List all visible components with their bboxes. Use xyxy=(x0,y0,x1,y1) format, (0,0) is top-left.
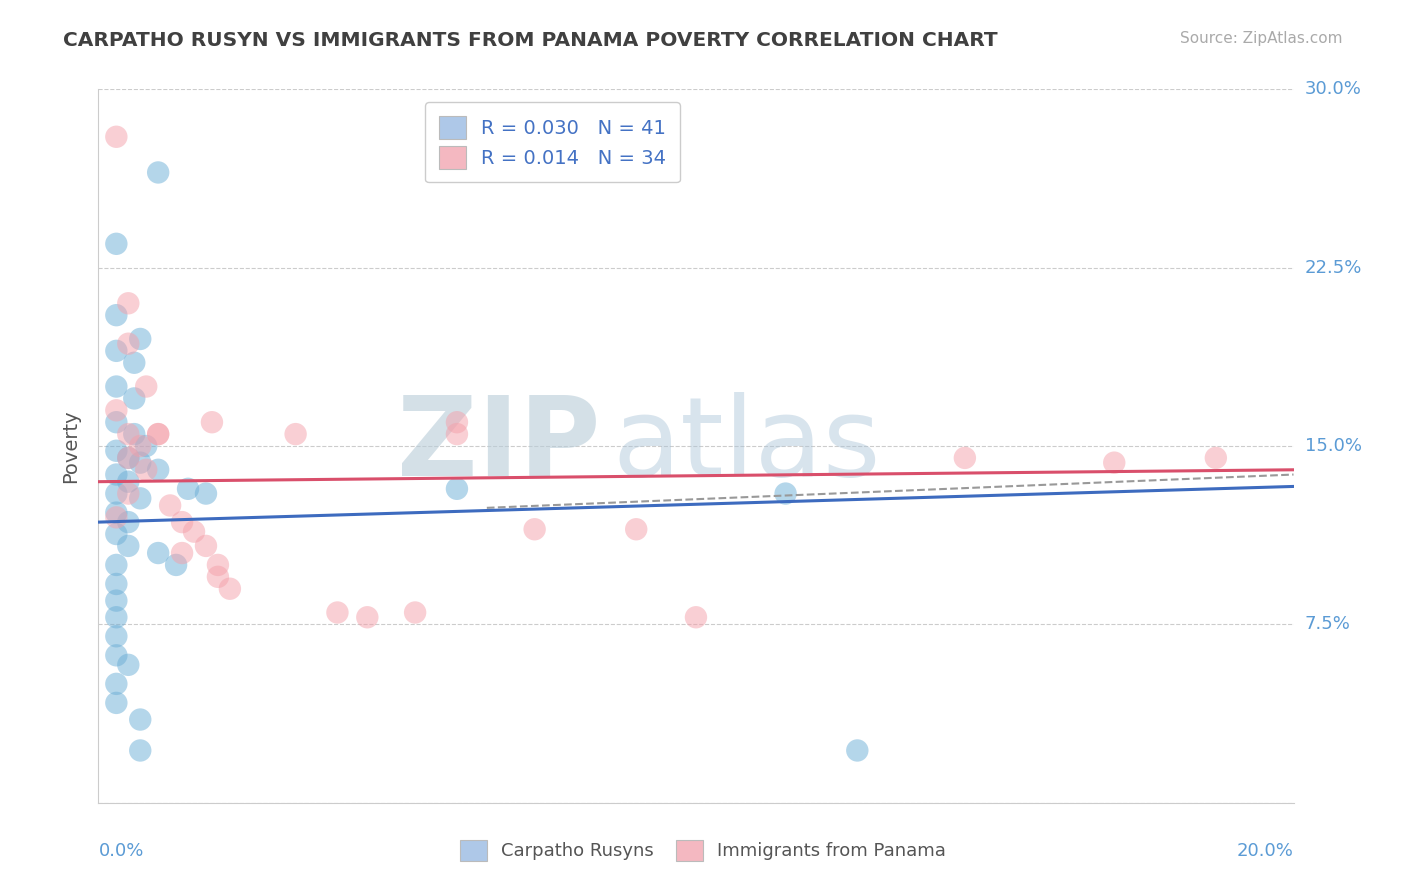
Point xyxy=(129,439,152,453)
Point xyxy=(846,743,869,757)
Point xyxy=(326,606,349,620)
Point xyxy=(117,427,139,442)
Point xyxy=(105,696,128,710)
Point xyxy=(177,482,200,496)
Point xyxy=(685,610,707,624)
Point xyxy=(105,577,128,591)
Point xyxy=(129,456,152,470)
Point xyxy=(953,450,976,465)
Text: 22.5%: 22.5% xyxy=(1305,259,1362,277)
Point xyxy=(105,415,128,429)
Point xyxy=(201,415,224,429)
Point xyxy=(626,522,648,536)
Point xyxy=(172,515,194,529)
Point xyxy=(117,486,139,500)
Point xyxy=(148,463,170,477)
Point xyxy=(105,129,128,144)
Point xyxy=(124,392,146,406)
Point xyxy=(195,486,218,500)
Point xyxy=(135,379,157,393)
Point xyxy=(148,165,170,179)
Point xyxy=(148,427,170,442)
Point xyxy=(446,482,468,496)
Point xyxy=(135,439,157,453)
Point xyxy=(117,539,139,553)
Point xyxy=(105,558,128,572)
Text: 15.0%: 15.0% xyxy=(1305,437,1361,455)
Point xyxy=(148,427,170,442)
Point xyxy=(105,403,128,417)
Point xyxy=(1104,456,1126,470)
Text: 7.5%: 7.5% xyxy=(1305,615,1351,633)
Point xyxy=(183,524,205,539)
Point xyxy=(523,522,546,536)
Text: CARPATHO RUSYN VS IMMIGRANTS FROM PANAMA POVERTY CORRELATION CHART: CARPATHO RUSYN VS IMMIGRANTS FROM PANAMA… xyxy=(63,31,998,50)
Text: 30.0%: 30.0% xyxy=(1305,80,1361,98)
Point xyxy=(117,296,139,310)
Point xyxy=(207,570,229,584)
Text: atlas: atlas xyxy=(613,392,880,500)
Point xyxy=(284,427,307,442)
Point xyxy=(105,506,128,520)
Point xyxy=(446,427,468,442)
Point xyxy=(105,610,128,624)
Point xyxy=(124,427,146,442)
Point xyxy=(207,558,229,572)
Point xyxy=(117,450,139,465)
Point xyxy=(129,713,152,727)
Point xyxy=(129,332,152,346)
Text: 20.0%: 20.0% xyxy=(1237,842,1294,860)
Legend: Carpatho Rusyns, Immigrants from Panama: Carpatho Rusyns, Immigrants from Panama xyxy=(451,830,955,870)
Point xyxy=(105,308,128,322)
Point xyxy=(172,546,194,560)
Point xyxy=(105,593,128,607)
Point xyxy=(356,610,378,624)
Point xyxy=(446,415,468,429)
Point xyxy=(105,467,128,482)
Point xyxy=(124,356,146,370)
Point xyxy=(195,539,218,553)
Point xyxy=(117,657,139,672)
Point xyxy=(105,443,128,458)
Y-axis label: Poverty: Poverty xyxy=(60,409,80,483)
Point xyxy=(117,450,139,465)
Point xyxy=(117,515,139,529)
Legend: R = 0.030   N = 41, R = 0.014   N = 34: R = 0.030 N = 41, R = 0.014 N = 34 xyxy=(425,103,681,182)
Point xyxy=(129,743,152,757)
Text: 0.0%: 0.0% xyxy=(98,842,143,860)
Point xyxy=(105,648,128,663)
Point xyxy=(1205,450,1227,465)
Point xyxy=(775,486,797,500)
Point xyxy=(159,499,181,513)
Point xyxy=(105,486,128,500)
Point xyxy=(105,510,128,524)
Point xyxy=(105,527,128,541)
Text: ZIP: ZIP xyxy=(396,392,600,500)
Point xyxy=(105,629,128,643)
Point xyxy=(117,475,139,489)
Point xyxy=(135,463,157,477)
Point xyxy=(129,491,152,506)
Point xyxy=(117,336,139,351)
Point xyxy=(404,606,426,620)
Point xyxy=(105,343,128,358)
Point xyxy=(148,546,170,560)
Point xyxy=(105,677,128,691)
Point xyxy=(165,558,187,572)
Text: Source: ZipAtlas.com: Source: ZipAtlas.com xyxy=(1180,31,1343,46)
Point xyxy=(105,236,128,251)
Point xyxy=(219,582,242,596)
Point xyxy=(105,379,128,393)
